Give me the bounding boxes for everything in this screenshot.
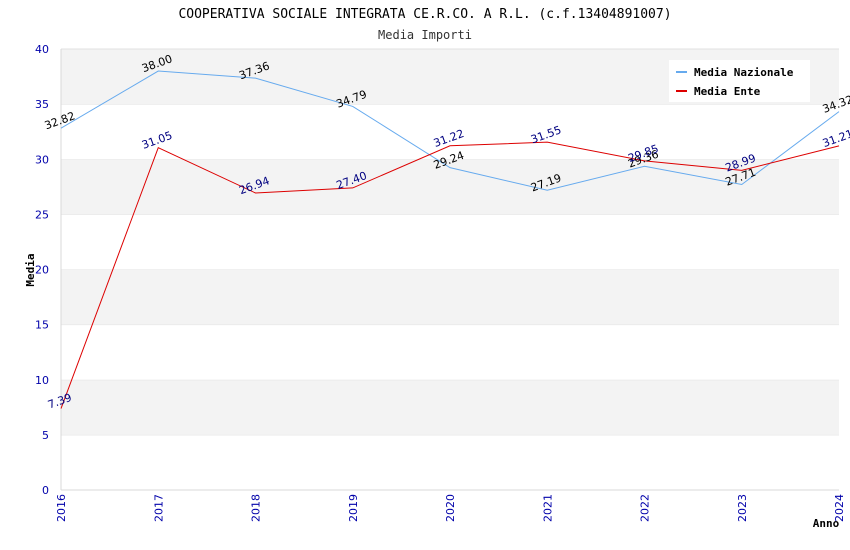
- y-tick-label: 30: [35, 153, 49, 166]
- grid-band: [61, 324, 839, 380]
- grid-band: [61, 379, 839, 435]
- x-tick-label: 2019: [347, 494, 360, 522]
- x-tick-label: 2020: [444, 494, 457, 522]
- x-tick-label: 2016: [55, 494, 68, 522]
- x-tick-label: 2022: [639, 494, 652, 522]
- x-tick-label: 2024: [833, 494, 846, 522]
- y-tick-label: 20: [35, 264, 49, 277]
- x-tick-label: 2021: [541, 494, 554, 522]
- legend-label: Media Ente: [694, 85, 761, 98]
- chart-subtitle: Media Importi: [378, 28, 472, 42]
- y-tick-label: 35: [35, 98, 49, 111]
- x-tick-label: 2023: [736, 494, 749, 522]
- grid-bands: [60, 48, 839, 491]
- x-axis-label: Anno: [813, 517, 840, 530]
- grid-band: [61, 214, 839, 270]
- legend: Media Nazionale Media Ente: [669, 60, 810, 102]
- grid-band: [61, 434, 839, 490]
- y-tick-label: 15: [35, 319, 49, 332]
- y-tick-label: 40: [35, 43, 49, 56]
- legend-label: Media Nazionale: [694, 66, 794, 79]
- y-tick-label: 0: [42, 484, 49, 497]
- grid-band: [61, 269, 839, 325]
- y-axis-label: Media: [24, 253, 37, 286]
- grid-band: [61, 159, 839, 215]
- grid-band: [61, 104, 839, 160]
- y-tick-label: 5: [42, 429, 49, 442]
- x-axis-ticks: 2016 2017 2018 2019 2020 2021 2022 2023 2024: [55, 494, 846, 522]
- y-tick-label: 25: [35, 208, 49, 221]
- series-line: [60, 70, 840, 191]
- legend-box: [669, 60, 810, 102]
- x-tick-label: 2018: [250, 494, 263, 522]
- chart-title: COOPERATIVA SOCIALE INTEGRATA CE.R.CO. A…: [178, 7, 671, 22]
- y-tick-label: 10: [35, 374, 49, 387]
- x-tick-label: 2017: [152, 494, 165, 522]
- y-axis-ticks: 0 5 10 15 20 25 30 35 40: [35, 43, 49, 497]
- series-lines: [60, 70, 840, 409]
- series-line: [60, 141, 840, 409]
